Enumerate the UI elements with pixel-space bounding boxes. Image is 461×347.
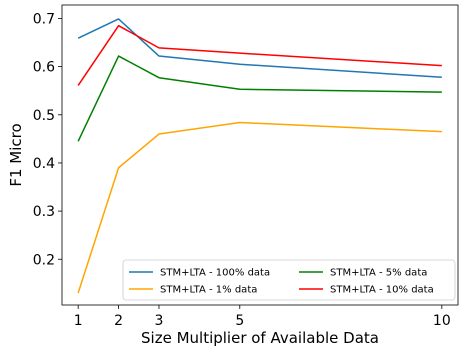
- y-axis-ticks: 0.2 0.3 0.4 0.5 0.6 0.7: [33, 11, 62, 268]
- y-tick-label: 0.4: [33, 156, 55, 172]
- series-line-1: [77, 18, 442, 78]
- y-tick-label: 0.6: [33, 60, 55, 76]
- x-axis-label: Size Multiplier of Available Data: [141, 329, 379, 347]
- series-line-3: [77, 55, 442, 142]
- legend-box: [122, 259, 456, 301]
- y-tick-label: 0.2: [33, 252, 55, 268]
- legend: STM+LTA - 100% data STM+LTA - 1% data STM+…: [122, 259, 456, 301]
- legend-label: STM+LTA - 10% data: [330, 285, 434, 296]
- x-tick-label: 3: [155, 313, 164, 329]
- x-tick-label: 5: [235, 313, 244, 329]
- legend-label: STM+LTA - 100% data: [160, 268, 270, 279]
- y-tick-label: 0.7: [33, 11, 55, 27]
- x-tick-label: 10: [433, 313, 451, 329]
- x-tick-label: 2: [114, 313, 123, 329]
- series-layer: [77, 18, 442, 294]
- y-tick-label: 0.5: [33, 108, 55, 124]
- y-tick-label: 0.3: [33, 204, 55, 220]
- series-line-2: [77, 121, 442, 294]
- legend-label: STM+LTA - 1% data: [160, 285, 257, 296]
- legend-label: STM+LTA - 5% data: [330, 268, 427, 279]
- y-axis-label: F1 Micro: [7, 123, 25, 186]
- x-tick-label: 1: [74, 313, 83, 329]
- x-axis-ticks: 1 2 3 5 10: [74, 305, 451, 329]
- series-line-4: [77, 24, 442, 86]
- plot-area-frame: [61, 4, 459, 306]
